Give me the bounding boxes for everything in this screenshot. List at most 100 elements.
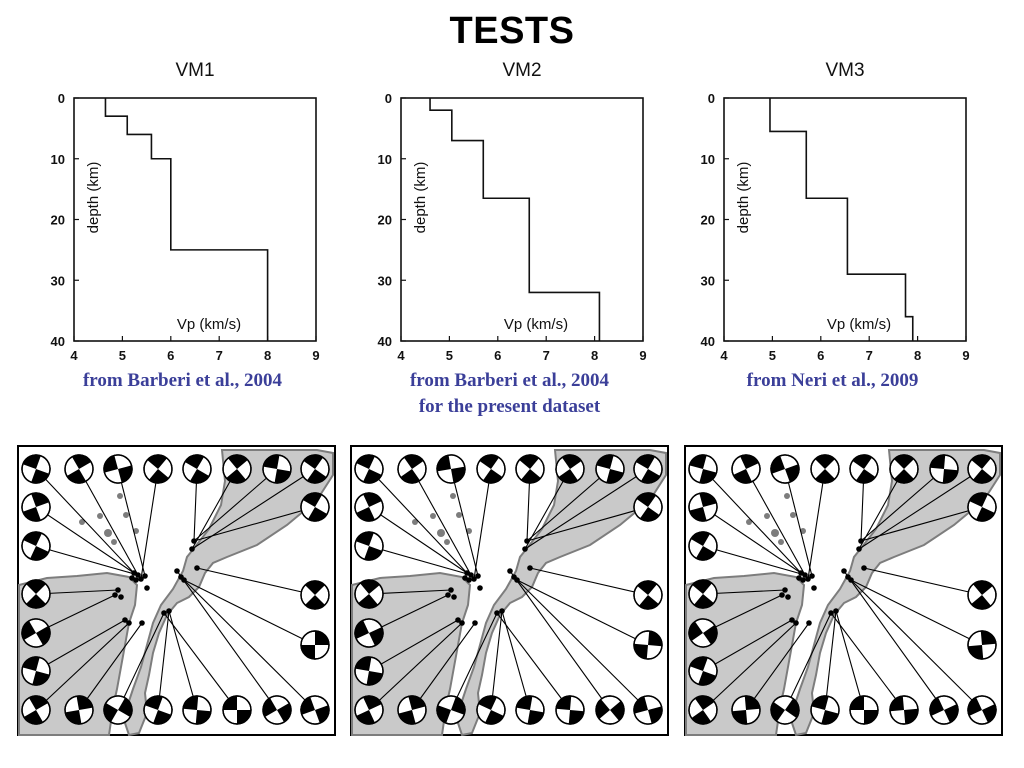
compression-quadrant: [639, 507, 660, 521]
source-caption: from Neri et al., 2009: [680, 368, 985, 394]
compression-quadrant: [308, 507, 328, 521]
beachball-rim: [262, 695, 292, 725]
y-tick-label: 0: [385, 91, 392, 106]
compression-quadrant: [76, 696, 93, 710]
beachball-rim: [688, 454, 718, 484]
compression-quadrant: [942, 469, 958, 483]
beachball-rim: [688, 618, 718, 648]
focal-mechanism-icon: [595, 454, 625, 484]
epicenter-dot: [445, 592, 451, 598]
epicenter-dot: [861, 565, 867, 571]
focal-mechanism-icon: [64, 454, 94, 484]
map-svg: [350, 445, 669, 736]
epicenter-dot: [138, 576, 144, 582]
beachball-rim: [595, 454, 625, 484]
connector-line: [529, 567, 649, 596]
compression-quadrant: [482, 469, 503, 483]
compression-quadrant: [637, 581, 657, 595]
beachball-rim: [262, 454, 292, 484]
beachball-rim: [354, 656, 384, 686]
connector-line: [35, 619, 126, 672]
compression-quadrant: [305, 581, 325, 595]
beachball-rim: [21, 618, 51, 648]
beachball-rim: [300, 695, 330, 725]
compression-quadrant: [980, 631, 996, 645]
compression-quadrant: [944, 704, 958, 723]
beachball-rim: [633, 454, 663, 484]
focal-mechanism-icon: [633, 630, 663, 660]
connector-line: [702, 506, 802, 574]
connector-line: [843, 570, 945, 711]
beachball-rim: [889, 454, 919, 484]
beachball-rim: [354, 454, 384, 484]
compression-quadrant: [315, 631, 329, 645]
beachball-rim: [436, 454, 466, 484]
compression-quadrant: [740, 455, 759, 469]
velocity-profile-line: [104, 98, 269, 341]
compression-quadrant: [930, 455, 946, 469]
connector-line: [180, 576, 316, 711]
plot-frame: [73, 97, 317, 342]
island: [790, 512, 796, 518]
beachball-rim: [967, 695, 997, 725]
epicenter-dot: [118, 594, 124, 600]
compression-quadrant: [732, 710, 748, 724]
compression-quadrant: [437, 455, 451, 472]
beachball-rim: [143, 454, 173, 484]
velocity-model-svg: VM3 4 5 6 7 8 9 0 10 20 30 40 depth (km) Vp (km/s): [701, 60, 970, 363]
compression-quadrant: [358, 594, 378, 608]
compression-quadrant: [610, 701, 624, 721]
connector-line: [163, 612, 238, 711]
island: [784, 493, 790, 499]
y-axis-label: depth (km): [85, 162, 102, 234]
compression-quadrant: [29, 696, 49, 710]
compression-quadrant: [226, 469, 246, 483]
beachball-rim: [21, 656, 51, 686]
island: [444, 539, 450, 545]
compression-quadrant: [691, 710, 712, 724]
compression-quadrant: [971, 455, 991, 469]
beachball-rim: [688, 492, 718, 522]
epicenter-dot: [166, 608, 172, 614]
focal-mechanism-icon: [354, 492, 384, 522]
compression-quadrant: [190, 469, 210, 483]
compression-quadrant: [479, 455, 500, 469]
compression-quadrant: [703, 624, 717, 645]
beachball-rim: [21, 579, 51, 609]
epicenter-dot: [524, 538, 530, 544]
connector-line: [824, 610, 837, 711]
compression-quadrant: [356, 507, 375, 521]
focal-mechanism-icon: [633, 695, 663, 725]
connector-line: [193, 468, 278, 542]
velocity-model-svg: VM2 4 5 6 7 8 9 0 10 20 30 40 depth (km) Vp (km/s): [378, 60, 647, 363]
compression-quadrant: [22, 620, 36, 640]
epicenter-dot: [131, 570, 137, 576]
compression-quadrant: [692, 580, 712, 594]
page-title: TESTS: [449, 10, 575, 52]
focal-mechanism-icon: [967, 630, 997, 660]
beachball-rim: [21, 492, 51, 522]
connector-line: [78, 622, 143, 711]
x-tick-label: 6: [167, 348, 174, 363]
beachball-rim: [967, 580, 997, 610]
connector-line: [850, 579, 983, 646]
focal-mechanism-icon: [555, 695, 585, 725]
focal-mechanism-icon: [889, 695, 919, 725]
compression-quadrant: [556, 696, 572, 710]
beachball-rim: [143, 695, 173, 725]
compression-quadrant: [634, 643, 648, 659]
focal-mechanism-icon: [300, 454, 330, 484]
compression-quadrant: [733, 469, 752, 483]
x-tick-label: 9: [639, 348, 646, 363]
epicenter-dot: [798, 570, 804, 576]
y-tick-label: 10: [701, 152, 715, 167]
beachball-rim: [688, 695, 718, 725]
compression-quadrant: [147, 455, 167, 469]
focal-mechanism-icon: [515, 695, 545, 725]
compression-quadrant: [744, 696, 760, 710]
source-line: from Barberi et al., 2004: [82, 370, 283, 391]
epicenter-dot: [789, 617, 795, 623]
connector-line: [830, 612, 905, 711]
compression-quadrant: [184, 455, 204, 469]
epicenter-dot: [161, 610, 167, 616]
